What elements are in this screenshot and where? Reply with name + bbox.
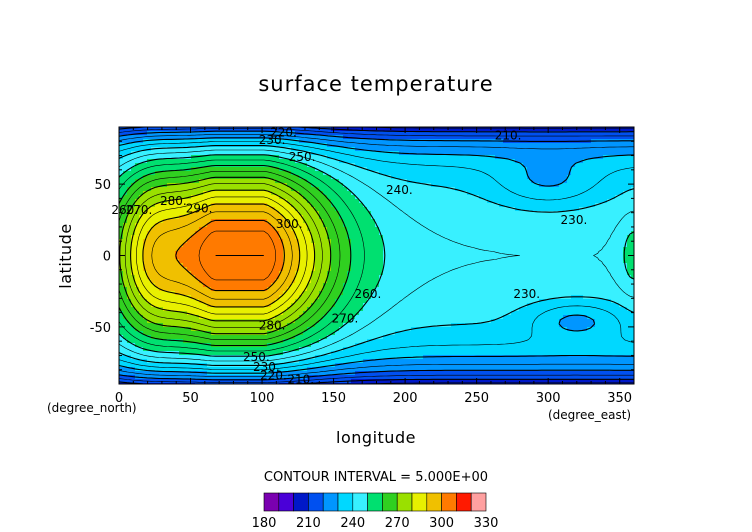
contour-line-225 bbox=[119, 134, 634, 377]
colorbar-swatch bbox=[367, 492, 383, 512]
colorbar-label: 180 bbox=[252, 516, 277, 531]
contour-line-275 bbox=[124, 183, 323, 328]
contour-line-250 bbox=[119, 154, 634, 357]
colorbar-label: 300 bbox=[429, 516, 454, 531]
contour-label: 220. bbox=[260, 368, 287, 382]
colorbar-label: 240 bbox=[340, 516, 365, 531]
colorbar-swatch bbox=[263, 492, 280, 512]
colorbar-swatch bbox=[322, 492, 339, 512]
chart-title: surface temperature bbox=[258, 72, 493, 96]
contour-label: 240. bbox=[386, 183, 413, 197]
colorbar-label: 330 bbox=[474, 516, 499, 531]
x-tick-label: 250 bbox=[464, 391, 489, 406]
contour-label: 230. bbox=[253, 360, 280, 374]
colorbar-label: 210 bbox=[296, 516, 321, 531]
x-tick-label: 350 bbox=[607, 391, 632, 406]
contour-label: 270. bbox=[126, 203, 153, 217]
contour-line-305 bbox=[198, 230, 276, 281]
x-tick-label: 200 bbox=[393, 391, 418, 406]
contour-label: 230. bbox=[259, 133, 286, 147]
contour-line-260 bbox=[119, 164, 352, 347]
contour-label: 280. bbox=[160, 194, 187, 208]
contour-label: 290. bbox=[186, 201, 213, 215]
colorbar-swatch bbox=[382, 492, 398, 512]
contour-label: 230. bbox=[561, 213, 588, 227]
y-tick-label: 0 bbox=[103, 250, 111, 265]
contour-label: 230. bbox=[513, 287, 540, 301]
contour-label: 250. bbox=[243, 350, 270, 364]
x-axis: 0 50 100 150 200 250 300 350 bbox=[115, 127, 632, 406]
y-tick-label: 50 bbox=[94, 178, 111, 193]
contour-lines bbox=[119, 127, 634, 384]
contour-label: 260. bbox=[111, 203, 138, 217]
contour-line-245 bbox=[119, 149, 634, 362]
y-axis: -50 0 50 bbox=[90, 140, 634, 371]
contour-label: 300. bbox=[276, 217, 303, 231]
y-tick-label: -50 bbox=[90, 321, 111, 336]
colorbar-swatch bbox=[470, 492, 487, 512]
contour-labels: 220.230.250.210.240.230.290.280.270.260.… bbox=[111, 126, 587, 387]
contour-label: 210. bbox=[287, 373, 314, 387]
contour-line-215 bbox=[119, 128, 634, 383]
contour-interval-text: CONTOUR INTERVAL = 5.000E+00 bbox=[264, 470, 488, 485]
colorbar-swatch bbox=[352, 492, 368, 512]
contour-line-230 bbox=[119, 137, 634, 374]
x-axis-title: longitude bbox=[336, 428, 416, 447]
contour-line-240 bbox=[119, 145, 634, 366]
contour-line-280 bbox=[130, 189, 316, 322]
contour-line-255 bbox=[119, 159, 365, 352]
x-tick-label: 100 bbox=[250, 391, 275, 406]
colorbar-label: 270 bbox=[385, 516, 410, 531]
colorbar-swatch bbox=[426, 492, 442, 512]
contour-line-290 bbox=[142, 203, 301, 308]
temperature-field bbox=[119, 127, 634, 384]
x-tick-label: 150 bbox=[321, 391, 346, 406]
colorbar-swatch bbox=[456, 492, 472, 512]
colorbar-swatch bbox=[308, 492, 324, 512]
contour-line-270 bbox=[119, 176, 332, 335]
colorbar: 180 210 240 270 300 330 bbox=[252, 492, 499, 531]
contour-label: 270. bbox=[332, 311, 359, 325]
colorbar-swatch bbox=[441, 492, 457, 512]
contour-line-285 bbox=[136, 196, 308, 315]
x-tick-label: 300 bbox=[536, 391, 561, 406]
x-tick-label: 0 bbox=[115, 391, 123, 406]
contour-line-220 bbox=[119, 130, 634, 381]
colorbar-swatch bbox=[337, 492, 354, 512]
contour-line-300 bbox=[175, 219, 285, 292]
contour-label: 210. bbox=[495, 129, 522, 143]
y-units-label: (degree_north) bbox=[47, 401, 137, 415]
x-units-label: (degree_east) bbox=[548, 408, 631, 422]
colorbar-swatch bbox=[293, 492, 309, 512]
colorbar-swatch bbox=[278, 492, 294, 512]
contour-label: 280. bbox=[259, 318, 286, 332]
colorbar-swatch bbox=[411, 492, 428, 512]
contour-line-295 bbox=[151, 211, 293, 300]
contour-line-235 bbox=[119, 141, 634, 370]
x-tick-label: 50 bbox=[182, 391, 199, 406]
colorbar-swatch bbox=[396, 492, 413, 512]
contour-label: 250. bbox=[289, 150, 316, 164]
contour-label: 260. bbox=[355, 287, 382, 301]
y-axis-title: latitude bbox=[56, 223, 75, 288]
